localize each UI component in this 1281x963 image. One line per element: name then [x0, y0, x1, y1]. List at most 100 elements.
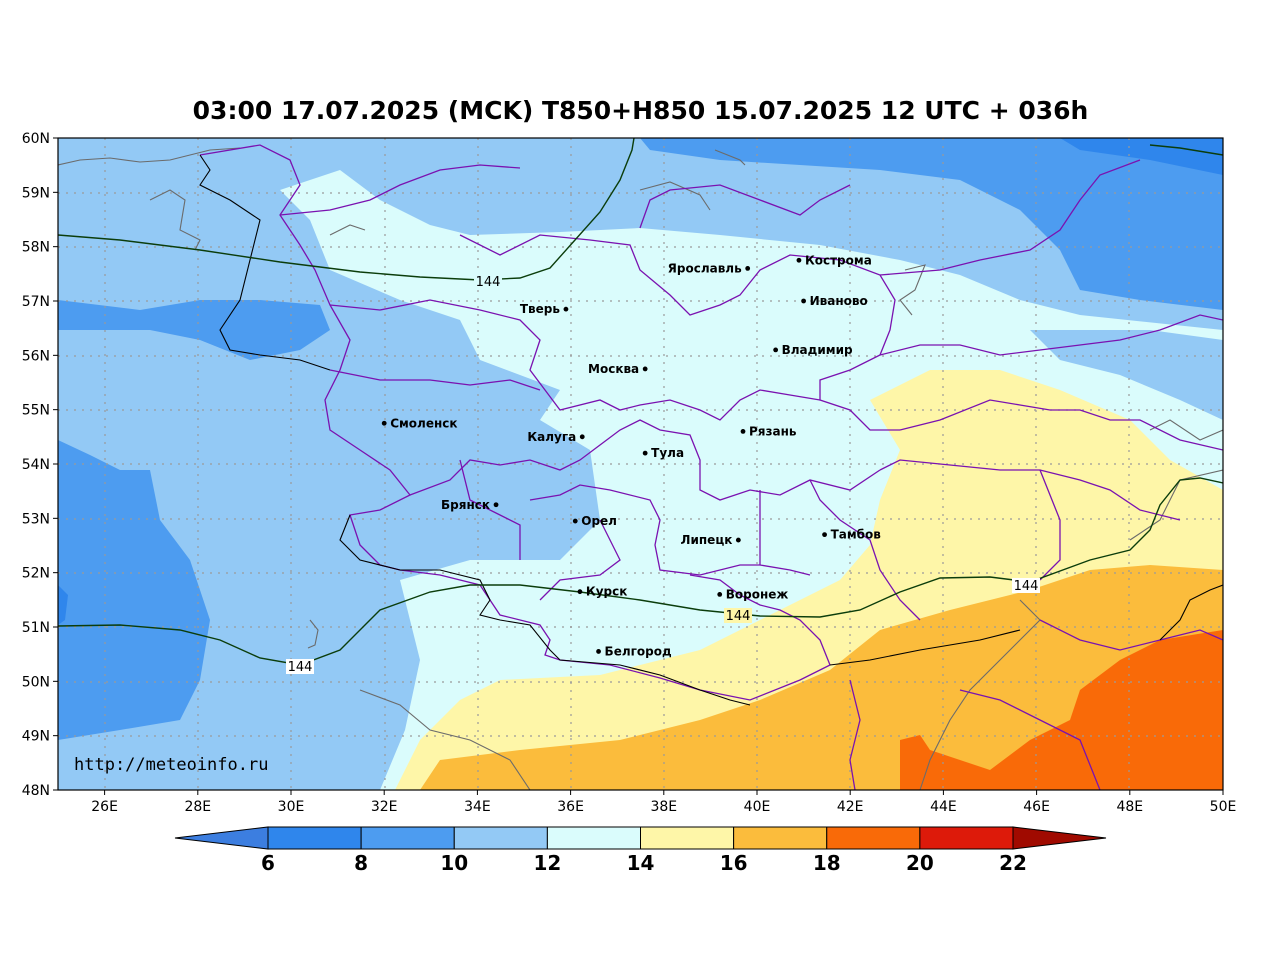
lon-tick-label: 40E — [744, 799, 771, 815]
lon-tick-label: 44E — [930, 799, 957, 815]
city-marker — [642, 450, 648, 456]
temperature-fields — [58, 138, 1223, 790]
city-label: Липецк — [681, 533, 733, 547]
colorbar-label: 20 — [906, 851, 934, 875]
city-marker — [572, 518, 578, 524]
colorbar-segment — [267, 826, 362, 850]
lat-tick-label: 49N — [22, 729, 50, 745]
lon-tick-label: 38E — [650, 799, 677, 815]
colorbar-segment — [640, 826, 735, 850]
colorbar-segment — [733, 826, 828, 850]
field-6-8-ne — [1060, 138, 1223, 175]
colorbar-label: 18 — [813, 851, 841, 875]
lat-tick-label: 48N — [22, 783, 50, 799]
field-8-10-north — [640, 138, 1223, 310]
field-6-8-west — [58, 585, 68, 625]
lat-tick-label: 60N — [22, 131, 50, 147]
city-label: Калуга — [527, 430, 576, 444]
city-marker — [745, 266, 751, 271]
lon-tick-label: 28E — [184, 799, 211, 815]
lat-tick-label: 51N — [22, 620, 50, 636]
city-marker — [822, 532, 827, 538]
colorbar-arrow-high — [1012, 826, 1107, 850]
city-label: Белгород — [605, 644, 672, 658]
city-marker — [381, 420, 387, 426]
lat-tick-label: 52N — [22, 566, 50, 582]
lon-tick-label: 42E — [837, 799, 864, 815]
field-8-10-lake — [58, 300, 330, 360]
lon-tick-label: 48E — [1116, 799, 1143, 815]
city-label: Тверь — [520, 302, 561, 316]
city-label: Иваново — [810, 294, 868, 308]
lat-tick-label: 59N — [22, 185, 50, 201]
colorbar-segment — [919, 826, 1014, 850]
colorbar-label: 14 — [627, 851, 655, 875]
city-marker — [796, 257, 802, 263]
city-label: Тамбов — [831, 528, 882, 542]
city-label: Кострома — [805, 253, 872, 267]
lon-tick-label: 36E — [557, 799, 584, 815]
city-label: Смоленск — [390, 416, 457, 430]
colorbar-label: 6 — [261, 851, 275, 875]
city-label: Воронеж — [726, 587, 789, 601]
field-10-12-ne — [1030, 330, 1223, 420]
city-marker — [577, 589, 583, 595]
city-label: Курск — [586, 585, 627, 599]
colorbar-label: 16 — [720, 851, 748, 875]
state-border — [199, 154, 1223, 706]
colorbar: 6 8 10 12 14 16 18 20 22 — [174, 826, 1107, 875]
isoline-label: 144 — [1014, 579, 1039, 594]
cities-layer: Ярославль Кострома Иваново Тверь Владимир Мос… — [381, 253, 882, 658]
lat-tick-label: 58N — [22, 240, 50, 256]
colorbar-segment — [826, 826, 921, 850]
isoline-label: 144 — [476, 275, 501, 290]
city-label: Брянск — [441, 498, 490, 512]
city-marker — [801, 298, 806, 304]
city-marker — [735, 537, 741, 543]
colorbar-label: 12 — [533, 851, 561, 875]
isoline-labels: 144 144 144 144 — [286, 274, 1040, 675]
field-18-20 — [900, 630, 1223, 790]
city-marker — [563, 306, 569, 312]
colorbar-label: 22 — [999, 851, 1027, 875]
city-marker — [717, 592, 723, 597]
lon-tick-label: 34E — [464, 799, 491, 815]
axes-layer: 60N 59N 58N 57N 56N 55N 54N 53N 52N 51N 50N 49N 48N 2… — [22, 131, 1237, 815]
field-8-10-west — [58, 440, 210, 740]
isoline-label: 144 — [726, 609, 751, 624]
city-label: Орел — [581, 514, 617, 528]
lon-tick-label: 32E — [371, 799, 398, 815]
city-marker — [596, 649, 601, 654]
city-label: Тула — [651, 446, 684, 460]
lat-tick-label: 55N — [22, 403, 50, 419]
city-marker — [642, 366, 648, 372]
map-title: 03:00 17.07.2025 (MCK) T850+H850 15.07.2… — [192, 96, 1089, 125]
lat-tick-label: 54N — [22, 457, 50, 473]
city-label: Владимир — [782, 343, 853, 357]
isoline-northeast — [1149, 144, 1223, 156]
colorbar-label: 8 — [354, 851, 368, 875]
colorbar-segment — [360, 826, 455, 850]
city-marker — [579, 434, 585, 440]
colorbar-segment — [546, 826, 641, 850]
city-marker — [773, 347, 779, 353]
colorbar-segment — [453, 826, 548, 850]
lat-tick-label: 53N — [22, 511, 50, 527]
city-marker — [493, 502, 499, 508]
lon-tick-label: 50E — [1210, 799, 1237, 815]
watermark: http://meteoinfo.ru — [74, 755, 268, 775]
lat-tick-label: 50N — [22, 674, 50, 690]
lon-tick-label: 26E — [91, 799, 118, 815]
isoline-label: 144 — [288, 660, 313, 675]
city-label: Ярославль — [668, 261, 742, 275]
colorbar-label: 10 — [440, 851, 468, 875]
lat-tick-label: 56N — [22, 348, 50, 364]
city-label: Москва — [588, 362, 639, 376]
city-marker — [740, 429, 746, 434]
city-label: Рязань — [749, 424, 797, 438]
field-16-18 — [420, 565, 1223, 790]
lon-tick-label: 46E — [1023, 799, 1050, 815]
lat-tick-label: 57N — [22, 294, 50, 310]
lon-tick-label: 30E — [278, 799, 305, 815]
